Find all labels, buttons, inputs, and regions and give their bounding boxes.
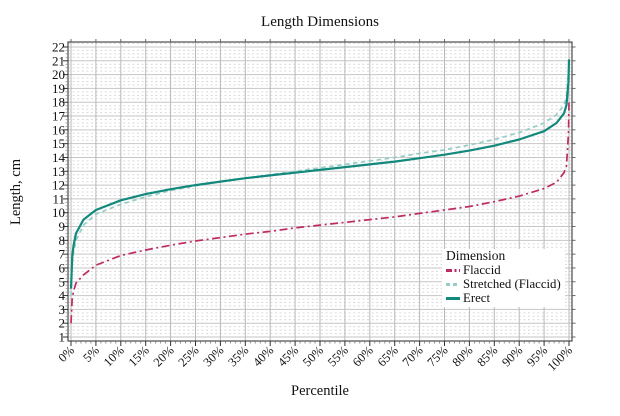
series-line-erect [69,59,571,289]
y-tick-label: 18 [52,95,65,110]
x-tick-label: 100% [545,343,576,374]
series-lines [69,57,571,324]
y-tick-label: 19 [52,81,65,96]
legend-label: Stretched (Flaccid) [463,277,561,291]
y-tick-label: 10 [52,205,65,220]
y-tick-label: 13 [52,164,65,179]
y-axis-title: Length, cm [8,158,24,225]
x-tick-label: 70% [400,343,426,369]
y-tick-label: 6 [59,260,66,275]
y-tick-label: 2 [59,316,66,331]
y-tick-label: 11 [52,191,65,206]
y-tick-label: 8 [59,233,66,248]
flaccid-line-swatch-icon [446,268,460,272]
x-tick-label: 85% [474,343,500,369]
y-tick-label: 3 [59,302,66,317]
series-line-stretched-flaccid [70,57,570,296]
y-tick-label: 7 [59,247,66,262]
chart-title: Length Dimensions [261,14,379,30]
x-tick-label: 80% [449,343,475,369]
x-tick-label: 65% [375,343,401,369]
x-tick-label: 15% [126,343,152,369]
legend-title: Dimension [446,248,506,263]
x-tick-label: 25% [176,343,202,369]
y-tick-label: 15 [52,136,65,151]
legend: Dimension Flaccid Stretched (Flaccid) Er… [442,249,565,307]
x-tick-label: 55% [325,343,351,369]
y-tick-label: 17 [52,109,66,124]
x-axis-title: Percentile [291,383,349,399]
y-tick-label: 9 [59,219,66,234]
y-tick-label: 4 [59,288,66,303]
y-tick-label: 12 [52,178,65,193]
x-tick-label: 35% [225,343,251,369]
legend-item-erect: Erect [446,291,561,305]
series-line-flaccid [70,102,570,324]
x-tick-label: 60% [350,343,376,369]
x-tick-label: 45% [275,343,301,369]
y-tick-label: 21 [52,53,65,68]
y-tick-label: 20 [52,67,65,82]
x-tick-label: 5% [80,343,102,365]
legend-item-flaccid: Flaccid [446,263,561,277]
legend-label: Erect [463,291,490,305]
x-tick-label: 40% [250,343,276,369]
x-tick-label: 10% [101,343,127,369]
x-tick-label: 90% [499,343,525,369]
x-tick-label: 0% [55,343,77,365]
axis-ticks [63,39,576,346]
x-tick-label: 50% [300,343,326,369]
x-tick-label: 75% [425,343,451,369]
x-tick-label: 20% [151,343,177,369]
legend-item-stretched-flaccid: Stretched (Flaccid) [446,277,561,291]
erect-line-swatch-icon [446,296,460,300]
y-tick-label: 1 [59,330,66,345]
legend-label: Flaccid [463,263,501,277]
y-tick-label: 14 [52,150,66,165]
y-tick-label: 16 [52,122,66,137]
x-tick-label: 30% [200,343,226,369]
y-tick-label: 22 [52,40,65,55]
y-tick-label: 5 [59,274,66,289]
stretched-line-swatch-icon [446,282,460,286]
